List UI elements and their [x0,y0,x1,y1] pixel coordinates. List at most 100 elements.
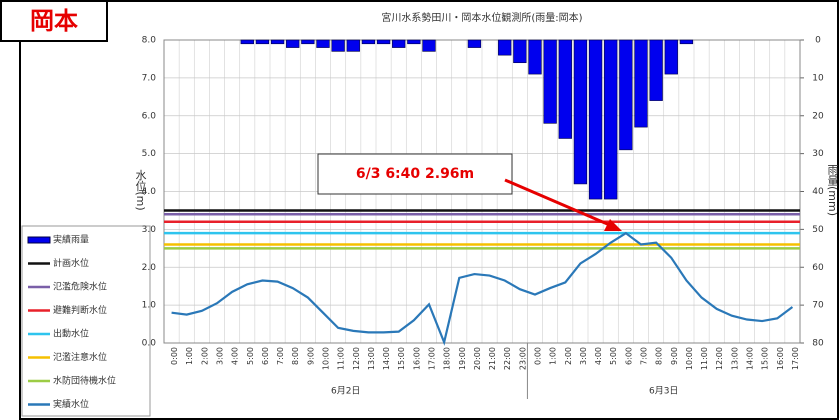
rain-bar [498,39,512,56]
x-tick-label: 0:00 [534,347,543,365]
legend-label: 実績雨量 [53,234,89,246]
x-tick-label: 18:00 [443,347,452,370]
y2-tick-label: 80 [812,339,824,349]
x-tick-label: 13:00 [730,347,739,370]
x-tick-label: 7:00 [640,347,649,365]
arrow-head [604,219,622,231]
rain-bar [361,39,376,45]
x-tick-label: 3:00 [579,347,588,365]
x-tick-label: 17:00 [428,347,437,370]
x-tick-label: 16:00 [776,347,785,370]
y2-tick-label: 40 [812,187,824,197]
x-tick-label: 8:00 [291,347,300,365]
rain-bar [286,39,300,48]
legend-label: 氾濫危険水位 [53,281,107,293]
x-tick-label: 23:00 [518,347,527,370]
x-tick-label: 8:00 [655,347,664,365]
x-tick-label: 22:00 [503,347,512,370]
y-tick-label: 4.0 [142,187,157,197]
legend-label: 氾濫注意水位 [53,351,107,363]
y2-axis-label: 雨量(mm) [826,164,839,216]
rain-bar [528,39,542,75]
rain-bar [664,39,678,75]
y2-tick-label: 70 [812,301,824,311]
x-tick-label: 3:00 [216,347,225,365]
x-tick-label: 10:00 [685,347,694,370]
rain-bar [588,39,603,200]
x-tick-label: 0:00 [170,347,179,365]
y-tick-label: 3.0 [142,225,157,235]
level-line [171,231,794,346]
rain-bar [240,39,254,45]
rain-bar [301,39,315,45]
y2-tick-label: 50 [812,225,824,235]
x-tick-label: 5:00 [609,347,618,365]
rain-bar [558,39,572,139]
x-tick-label: 9:00 [306,347,315,365]
rain-bar [316,39,330,48]
x-tick-label: 1:00 [549,347,558,365]
x-tick-label: 12:00 [352,347,361,370]
y-tick-label: 8.0 [142,36,157,46]
badge: 岡本 [30,7,78,35]
rain-bar [407,39,421,45]
x-tick-label: 20:00 [473,347,482,370]
rain-bar [604,39,618,200]
y2-tick-label: 0 [815,36,821,46]
rain-bar [331,39,345,52]
legend-label: 水防団待機水位 [53,375,116,387]
legend-swatch [27,236,51,244]
x-tick-label: 9:00 [670,347,679,365]
x-tick-label: 15:00 [761,347,770,370]
y-tick-label: 6.0 [142,111,157,121]
y2-tick-label: 10 [812,73,824,83]
x-tick-label: 5:00 [246,347,255,365]
x-tick-label: 14:00 [382,347,391,370]
rain-bar [422,39,436,52]
x-tick-label: 6:00 [261,347,270,365]
rain-bar [392,39,406,48]
legend-label: 出動水位 [53,328,89,340]
x-tick-label: 16:00 [412,347,421,370]
x-tick-label: 1:00 [185,347,194,365]
y2-tick-label: 30 [812,149,824,159]
x-tick-label: 15:00 [397,347,406,370]
rain-bar [270,39,285,45]
legend-label: 実績水位 [53,398,89,410]
y2-tick-label: 60 [812,263,824,273]
x-tick-label: 17:00 [791,347,800,370]
x-tick-label: 12:00 [715,347,724,370]
y-tick-label: 5.0 [142,149,157,159]
chart-title: 宮川水系勢田川・岡本水位観測所(雨量:岡本) [381,11,582,24]
annotation-arrow [504,178,613,228]
day-label: 6月3日 [649,386,678,397]
annotation: 6/3 6:40 2.96m [356,166,474,182]
rain-bar [634,39,648,128]
y-tick-label: 1.0 [142,301,157,311]
rain-bar [467,39,482,48]
rain-bar [513,39,527,64]
x-tick-label: 2:00 [200,347,209,365]
y-axis-label: 水位(m) [134,169,147,211]
x-tick-label: 13:00 [367,347,376,370]
x-tick-label: 21:00 [488,347,497,370]
x-tick-label: 2:00 [564,347,573,365]
rain-bar [679,39,694,45]
y2-tick-label: 20 [812,111,824,121]
day-label: 6月2日 [331,386,360,397]
legend-label: 計画水位 [53,257,89,269]
rain-bar [346,39,360,52]
rain-bar [573,39,588,185]
x-tick-label: 11:00 [337,347,346,370]
y-tick-label: 0.0 [142,339,157,349]
rain-bar [376,39,391,45]
rain-bar [649,39,663,101]
x-tick-label: 7:00 [276,347,285,365]
legend-box [21,225,151,417]
annotation-box [317,153,513,195]
x-tick-label: 19:00 [458,347,467,370]
rain-bar [255,39,270,45]
rain-bar [543,39,557,124]
x-tick-label: 10:00 [322,347,331,370]
